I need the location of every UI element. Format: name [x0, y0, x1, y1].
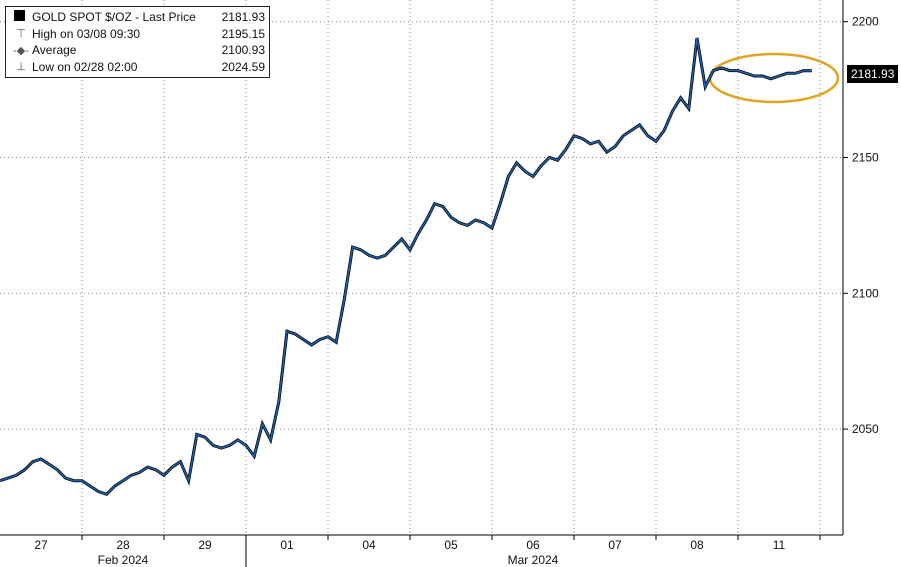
- x-tick-label: 27: [34, 538, 48, 552]
- legend-last-price: 2181.93: [221, 10, 265, 25]
- y-tick-label: 2050: [852, 422, 879, 436]
- y-tick-label: 2100: [852, 286, 879, 300]
- legend-row-series: GOLD SPOT $/OZ - Last Price 2181.93: [10, 9, 265, 26]
- legend-row-high: ⊤ High on 03/08 09:30 2195.15: [10, 26, 265, 43]
- x-tick-label: 11: [773, 538, 786, 552]
- last-price-tag: 2181.93: [847, 65, 899, 83]
- series-swatch: [10, 10, 32, 24]
- axes: [0, 0, 844, 567]
- legend-average-label: Average: [32, 43, 77, 58]
- legend-average-value: 2100.93: [221, 43, 265, 58]
- x-tick-label: 28: [116, 538, 130, 552]
- legend-series-label: GOLD SPOT $/OZ - Last Price: [32, 10, 196, 25]
- y-tick-label: 2200: [852, 15, 879, 29]
- low-marker-icon: ⊥: [16, 61, 26, 74]
- grid-lines: [0, 0, 843, 535]
- legend-row-average: -◆- Average 2100.93: [10, 42, 265, 59]
- x-tick-label: 08: [690, 538, 704, 552]
- legend-low-label: Low on 02/28 02:00: [32, 59, 138, 74]
- y-tick-label: 2150: [852, 151, 879, 165]
- x-axis-ticks: 27 28 29 01 04 05 06 07 08 11 Feb 2024 Mar 2024: [34, 535, 821, 567]
- legend-row-low: ⊥ Low on 02/28 02:00 2024.59: [10, 59, 265, 76]
- month-label: Mar 2024: [508, 553, 559, 567]
- month-label: Feb 2024: [98, 553, 149, 567]
- price-line: [0, 37, 812, 496]
- x-tick-label: 29: [198, 538, 212, 552]
- price-line-shadow: [0, 37, 812, 497]
- price-series: [0, 37, 812, 497]
- y-axis-ticks: 2050 2100 2150 2200: [843, 15, 879, 436]
- x-tick-label: 07: [608, 538, 622, 552]
- x-tick-label: 05: [444, 538, 458, 552]
- x-tick-label: 04: [362, 538, 376, 552]
- high-marker-icon: ⊤: [16, 28, 26, 41]
- legend: GOLD SPOT $/OZ - Last Price 2181.93 ⊤ Hi…: [5, 6, 270, 78]
- legend-high-label: High on 03/08 09:30: [32, 26, 141, 41]
- legend-high-value: 2195.15: [221, 26, 265, 41]
- legend-low-value: 2024.59: [221, 59, 265, 74]
- x-tick-label: 06: [526, 538, 540, 552]
- average-marker-icon: -◆-: [13, 44, 29, 57]
- x-tick-label: 01: [280, 538, 294, 552]
